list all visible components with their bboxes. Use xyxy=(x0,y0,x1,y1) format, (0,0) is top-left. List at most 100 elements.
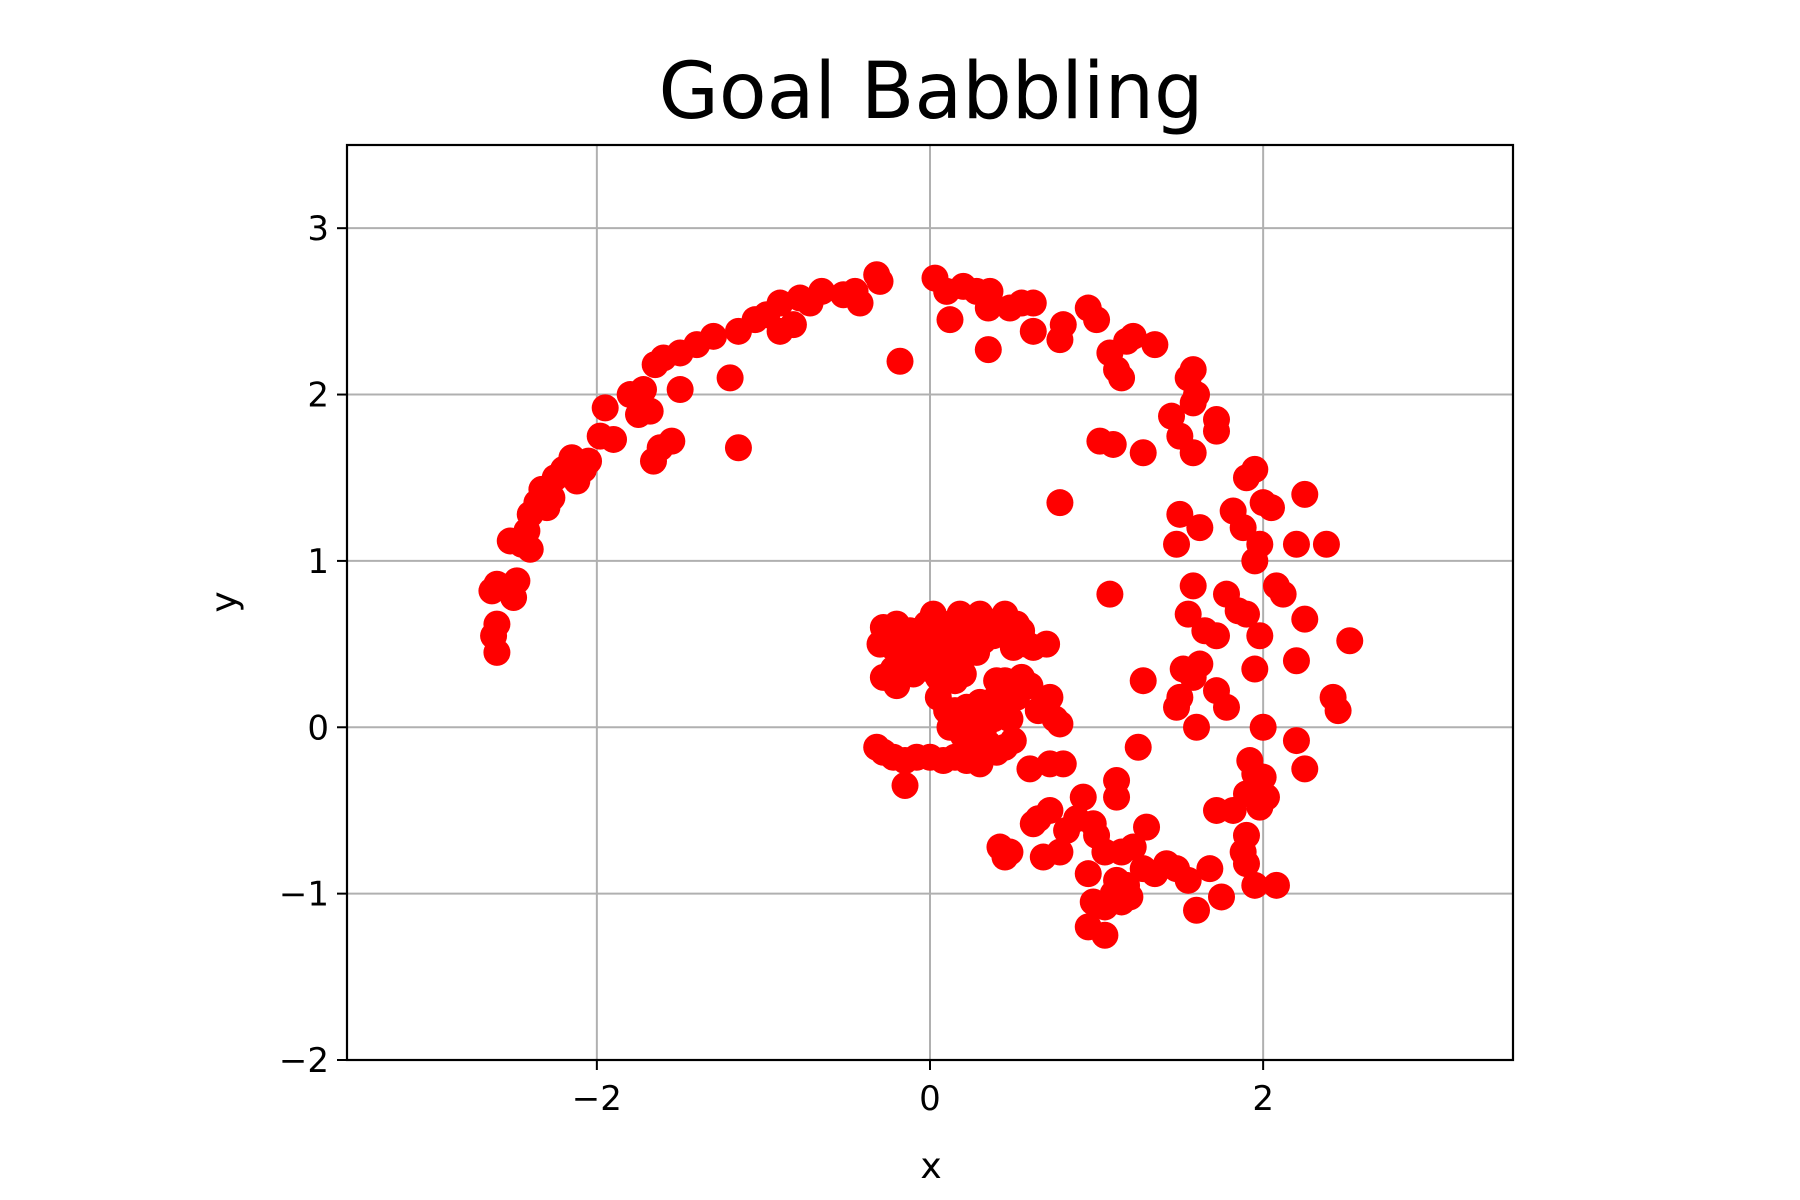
data-point xyxy=(1019,289,1047,317)
data-point xyxy=(1246,793,1274,821)
data-point xyxy=(1029,843,1057,871)
data-point xyxy=(1232,600,1260,628)
data-point xyxy=(886,347,914,375)
data-point xyxy=(1219,497,1247,525)
data-point xyxy=(1141,331,1169,359)
data-point xyxy=(1016,672,1044,700)
data-point xyxy=(958,727,986,755)
data-point xyxy=(808,277,836,305)
data-point xyxy=(1186,514,1214,542)
y-tick-label: 0 xyxy=(307,708,329,748)
data-point xyxy=(1183,713,1211,741)
data-point xyxy=(1049,750,1077,778)
data-point xyxy=(1212,693,1240,721)
data-point xyxy=(1108,364,1136,392)
data-point xyxy=(1183,381,1211,409)
data-point xyxy=(1241,547,1269,575)
data-point xyxy=(986,833,1014,861)
data-point xyxy=(636,397,664,425)
data-point xyxy=(716,364,744,392)
data-point xyxy=(1241,871,1269,899)
y-axis: −2 −1 0 1 2 3 xyxy=(279,209,347,1081)
data-point xyxy=(1074,860,1102,888)
data-point xyxy=(1291,755,1319,783)
data-point xyxy=(503,567,531,595)
data-point xyxy=(1108,888,1136,916)
data-point xyxy=(1249,713,1277,741)
data-point xyxy=(936,306,964,334)
data-point xyxy=(483,610,511,638)
data-point xyxy=(1179,439,1207,467)
data-point xyxy=(1083,306,1111,334)
data-point xyxy=(1091,921,1119,949)
data-point xyxy=(1282,647,1310,675)
data-point xyxy=(1163,530,1191,558)
data-point xyxy=(1179,572,1207,600)
data-point xyxy=(600,425,628,453)
data-point xyxy=(1246,622,1274,650)
y-tick-label: 3 xyxy=(307,209,329,249)
data-point xyxy=(1282,727,1310,755)
data-point xyxy=(1249,763,1277,791)
y-tick-label: 2 xyxy=(307,376,329,416)
x-tick-label: −2 xyxy=(572,1079,622,1119)
data-point xyxy=(1166,500,1194,528)
data-point xyxy=(891,772,919,799)
data-point xyxy=(1036,683,1064,711)
data-point xyxy=(629,376,657,404)
x-tick-label: 0 xyxy=(919,1079,941,1119)
data-point xyxy=(1183,896,1211,924)
y-tick-label: −1 xyxy=(279,875,329,915)
data-point xyxy=(1133,813,1161,841)
data-point xyxy=(1291,480,1319,508)
data-point xyxy=(1262,871,1290,899)
data-point xyxy=(591,394,619,422)
data-point xyxy=(1203,622,1231,650)
data-point xyxy=(538,484,566,512)
data-point xyxy=(976,277,1004,305)
data-point xyxy=(1269,580,1297,608)
y-tick-label: −2 xyxy=(279,1041,329,1081)
data-point xyxy=(1046,489,1074,517)
data-point xyxy=(999,633,1027,661)
data-point xyxy=(1324,697,1352,725)
data-point xyxy=(1019,810,1047,838)
data-point xyxy=(866,267,894,295)
data-point xyxy=(1033,630,1061,658)
data-point xyxy=(658,427,686,455)
data-point xyxy=(846,289,874,317)
x-tick-label: 2 xyxy=(1252,1079,1274,1119)
data-point xyxy=(1186,650,1214,678)
data-point xyxy=(1174,600,1202,628)
y-axis-label: y xyxy=(204,591,245,612)
data-point xyxy=(1124,733,1152,761)
x-axis-label: x xyxy=(920,1146,941,1187)
data-point xyxy=(1019,317,1047,345)
data-point xyxy=(1196,855,1224,883)
data-point xyxy=(1163,693,1191,721)
data-point xyxy=(1241,655,1269,683)
data-point xyxy=(1203,417,1231,445)
data-point xyxy=(996,705,1024,733)
data-point xyxy=(1241,455,1269,483)
data-point xyxy=(1129,667,1157,695)
data-point xyxy=(1129,855,1157,883)
data-point xyxy=(1232,850,1260,878)
data-point xyxy=(974,336,1002,364)
y-tick-label: 1 xyxy=(307,542,329,582)
data-point xyxy=(924,683,952,711)
data-point xyxy=(1099,430,1127,458)
data-point xyxy=(991,733,1019,761)
data-point xyxy=(1179,356,1207,384)
data-point xyxy=(949,660,977,688)
data-point xyxy=(575,447,603,475)
data-point xyxy=(666,376,694,404)
data-point xyxy=(983,667,1011,695)
data-point xyxy=(1096,580,1124,608)
data-point xyxy=(1257,494,1285,522)
x-axis: −2 0 2 xyxy=(572,1060,1274,1119)
data-point xyxy=(1312,530,1340,558)
data-point xyxy=(699,322,727,350)
data-point xyxy=(1291,605,1319,633)
